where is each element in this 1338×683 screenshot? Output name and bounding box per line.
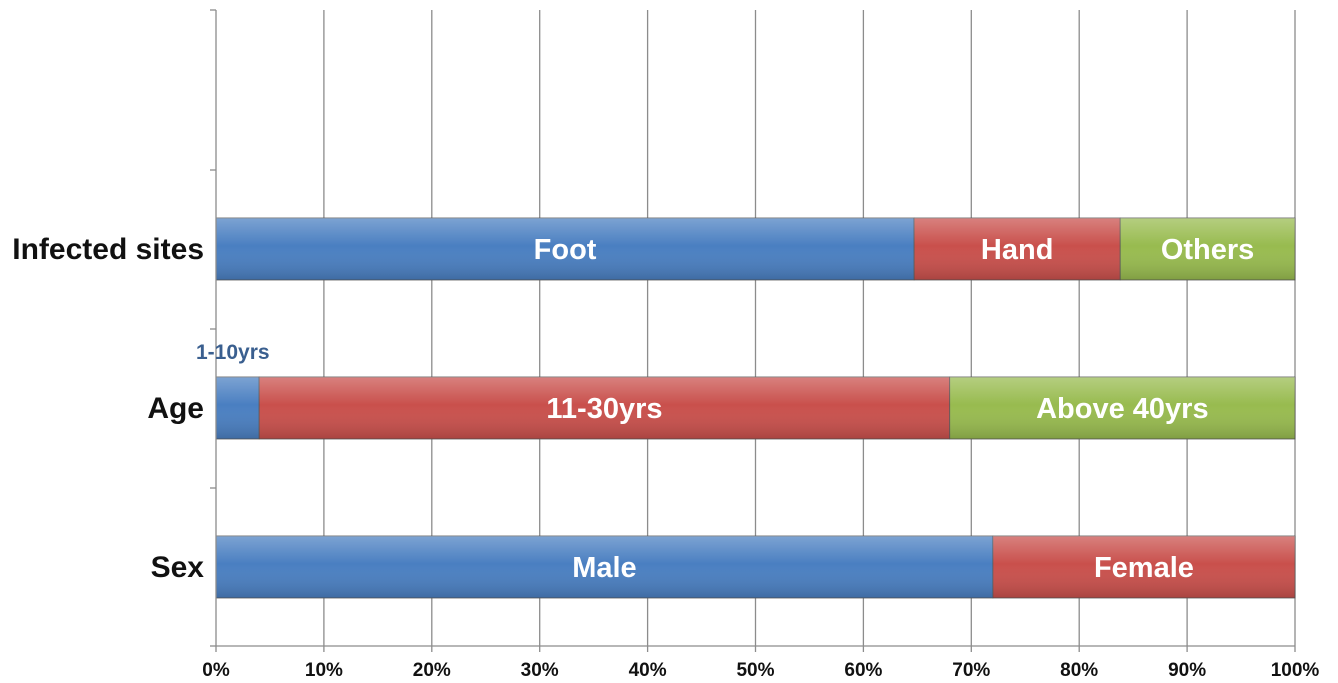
axes <box>210 9 1296 652</box>
bar-segment-shading <box>992 536 1295 598</box>
data-label: Female <box>1094 552 1194 584</box>
data-label: Foot <box>534 234 597 266</box>
bar-segment-shading <box>216 536 993 598</box>
data-label: Above 40yrs <box>1036 393 1209 425</box>
x-tick-label: 90% <box>1168 660 1206 681</box>
category-label: Sex <box>151 551 205 584</box>
x-tick-label: 10% <box>305 660 343 681</box>
data-label: Male <box>572 552 636 584</box>
data-label: Hand <box>981 234 1054 266</box>
data-label: 1-10yrs <box>196 341 270 364</box>
x-tick-label: 50% <box>736 660 774 681</box>
x-tick-label: 60% <box>844 660 882 681</box>
bar-segment-shading <box>216 377 260 439</box>
x-tick-label: 0% <box>202 660 230 681</box>
x-tick-label: 70% <box>952 660 990 681</box>
x-tick-label: 20% <box>413 660 451 681</box>
data-label: Others <box>1161 234 1254 266</box>
bar-segment-shading <box>949 377 1295 439</box>
bars <box>215 217 1296 599</box>
x-tick-label: 30% <box>521 660 559 681</box>
bar-segment-shading <box>259 377 950 439</box>
bar-segment-shading <box>216 218 915 280</box>
x-tick-label: 40% <box>629 660 667 681</box>
data-label: 11-30yrs <box>546 393 662 425</box>
bar-segment-shading <box>914 218 1121 280</box>
x-tick-label: 100% <box>1271 660 1320 681</box>
category-label: Age <box>147 392 204 425</box>
labels: 0% 10% 20% 30% 40% 50% 60% 70% 80% 90% 100% Infecte… <box>12 233 1319 681</box>
category-label: Infected sites <box>12 233 204 266</box>
x-tick-label: 80% <box>1060 660 1098 681</box>
bar-segment-shading <box>1120 218 1295 280</box>
